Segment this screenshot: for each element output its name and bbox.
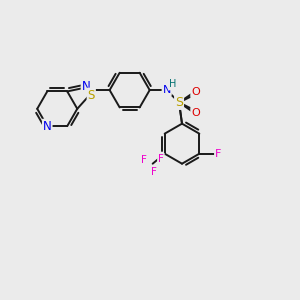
Text: H: H [169, 80, 176, 89]
Text: F: F [142, 154, 147, 165]
Text: S: S [88, 88, 95, 102]
Text: N: N [43, 120, 52, 133]
Text: O: O [191, 87, 200, 97]
Text: N: N [82, 80, 90, 93]
Text: N: N [163, 85, 171, 95]
Text: S: S [175, 96, 183, 109]
Text: F: F [151, 167, 157, 177]
Text: F: F [158, 154, 164, 164]
Text: F: F [215, 149, 221, 159]
Text: O: O [191, 108, 200, 118]
